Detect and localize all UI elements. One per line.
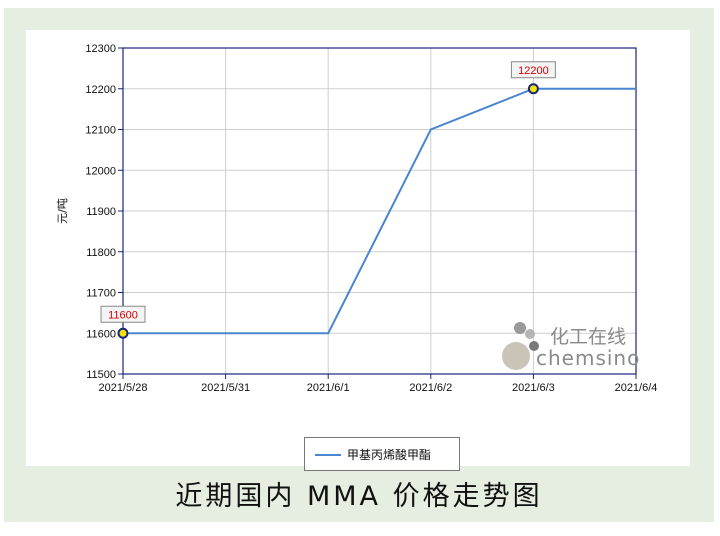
figure-caption: 近期国内 MMA 价格走势图	[175, 481, 543, 512]
legend-series-name: 甲基丙烯酸甲酯	[347, 448, 432, 462]
data-label-box	[100, 305, 146, 323]
plot-border	[122, 47, 637, 375]
y-tick-label: 12200	[85, 84, 116, 96]
data-label: 12200	[518, 65, 549, 77]
watermark-zh: 化工在线	[550, 326, 627, 348]
price-line-chart: 11500 11600 11700 11800 11900 12000 12100 12200…	[56, 43, 658, 394]
y-tick-label: 11500	[86, 369, 116, 381]
x-tick-label: 2021/6/1	[307, 382, 350, 394]
data-label-box	[510, 61, 556, 79]
data-label: 11600	[108, 309, 138, 321]
x-tick-label: 2021/6/2	[409, 382, 452, 394]
series-line	[123, 87, 636, 335]
x-tick-label: 2021/5/31	[201, 382, 250, 394]
y-tick-label: 11700	[86, 288, 116, 300]
chemsino-watermark: 化工在线 chemsino	[500, 320, 650, 380]
y-tick-label: 11800	[86, 247, 116, 259]
data-point-marker	[117, 327, 129, 339]
data-point-marker	[527, 83, 539, 95]
y-axis-label: 元/吨	[56, 198, 69, 224]
y-tick-label: 11900	[86, 206, 116, 218]
legend: 甲基丙烯酸甲酯	[304, 437, 460, 471]
x-tick-label: 2021/6/3	[512, 382, 555, 394]
x-tick-label: 2021/6/4	[615, 382, 658, 394]
chart-panel: 11500 11600 11700 11800 11900 12000 12100 12200…	[26, 30, 690, 471]
legend-line-swatch	[315, 454, 341, 456]
y-tick-label: 12000	[85, 165, 116, 177]
y-tick-label: 12100	[85, 125, 116, 137]
watermark-en: chemsino	[536, 346, 641, 370]
figure-frame: 11500 11600 11700 11800 11900 12000 12100 12200…	[4, 8, 714, 522]
chemsino-logo-icon	[502, 322, 539, 370]
x-tick-label: 2021/5/28	[99, 382, 148, 394]
y-tick-label: 12300	[85, 43, 116, 55]
y-tick-label: 11600	[86, 328, 116, 340]
